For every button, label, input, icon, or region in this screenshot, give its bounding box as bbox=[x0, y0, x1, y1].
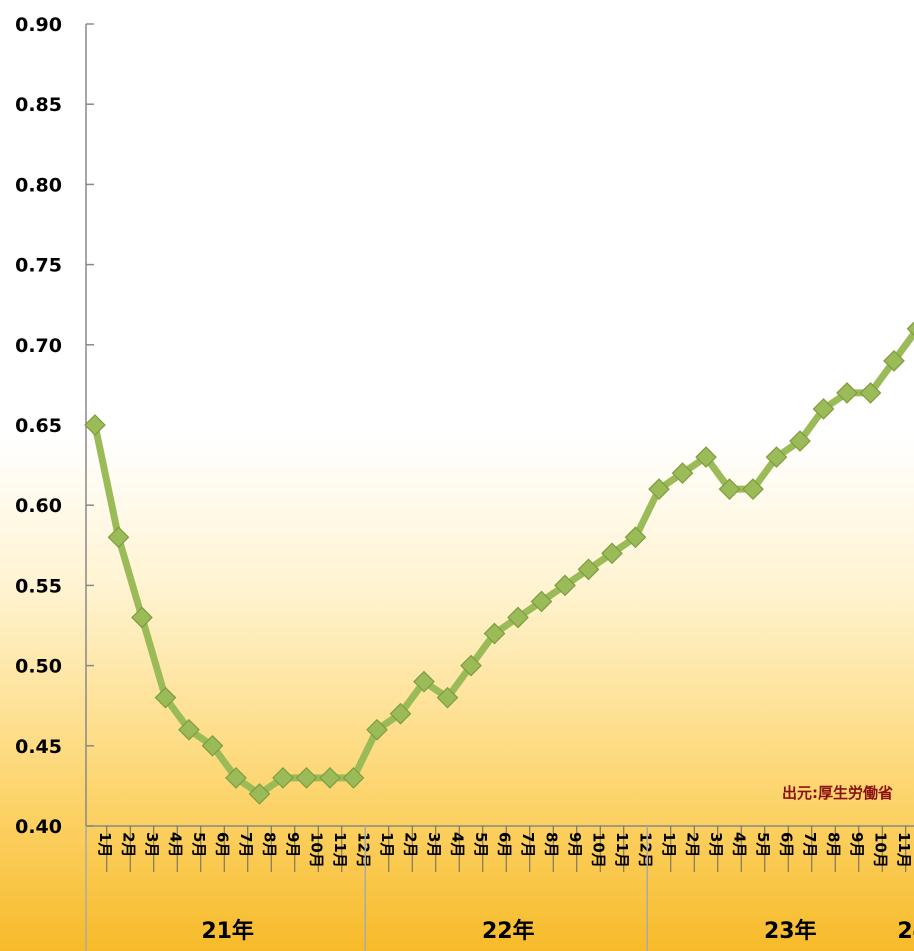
x-month-label: 2月 bbox=[120, 832, 138, 857]
data-point-marker bbox=[812, 398, 835, 420]
x-year-label: 21年 bbox=[201, 918, 254, 944]
data-point-marker bbox=[554, 574, 576, 597]
y-tick-label: 0.45 bbox=[15, 736, 62, 758]
x-axis: 1月 2月 3月 4月 5月 6月 7月 8月 9月 10月 11月 12月 1月 2月 3月 4月 5月 6月 7… bbox=[85, 825, 914, 951]
data-point-marker bbox=[601, 542, 623, 565]
data-point-marker bbox=[765, 446, 788, 468]
x-month-label: 5月 bbox=[754, 832, 772, 857]
data-point-marker bbox=[883, 349, 905, 372]
x-month-label: 11月 bbox=[613, 832, 631, 868]
x-month-label: 12月 bbox=[637, 832, 655, 868]
x-month-label: 6月 bbox=[496, 832, 514, 857]
x-month-label: 2月 bbox=[402, 832, 420, 857]
x-month-label: 11月 bbox=[331, 832, 349, 868]
data-point-marker bbox=[906, 321, 914, 337]
data-point-marker bbox=[671, 462, 694, 484]
x-month-label: 8月 bbox=[543, 832, 561, 857]
data-point-marker bbox=[460, 654, 482, 677]
x-month-label: 1月 bbox=[378, 832, 396, 857]
x-month-label: 3月 bbox=[425, 832, 443, 857]
x-month-label: 9月 bbox=[566, 832, 584, 857]
data-point-marker bbox=[84, 414, 106, 436]
y-tick-label: 0.80 bbox=[15, 174, 62, 196]
x-month-label: 7月 bbox=[237, 832, 255, 857]
data-point-marker bbox=[366, 718, 388, 741]
x-month-label: 4月 bbox=[731, 832, 749, 857]
x-month-label: 11月 bbox=[895, 832, 913, 868]
data-point-marker bbox=[483, 622, 506, 645]
data-point-marker bbox=[695, 446, 717, 468]
data-point-marker bbox=[295, 767, 318, 789]
x-month-label: 8月 bbox=[825, 832, 843, 857]
data-point-marker bbox=[648, 478, 670, 501]
data-point-marker bbox=[789, 430, 811, 452]
data-point-marker bbox=[178, 718, 200, 741]
x-month-label: 7月 bbox=[519, 832, 537, 857]
data-point-marker bbox=[201, 734, 224, 757]
x-month-label: 12月 bbox=[355, 832, 373, 868]
y-tick-label: 0.50 bbox=[15, 656, 62, 678]
data-point-marker bbox=[836, 382, 858, 404]
data-point-marker bbox=[436, 686, 459, 709]
y-axis: 0.90 0.85 0.80 0.75 0.70 0.65 0.60 0.55 0.50 0.45… bbox=[15, 14, 94, 838]
series-path bbox=[91, 327, 914, 798]
data-point-marker bbox=[107, 526, 130, 549]
data-point-marker bbox=[319, 767, 341, 789]
source-note: 出元:厚生労働省 bbox=[782, 784, 893, 802]
x-month-label: 6月 bbox=[214, 832, 232, 857]
data-point-marker bbox=[742, 478, 764, 501]
y-tick-label: 0.85 bbox=[15, 94, 62, 116]
data-point-marker bbox=[413, 670, 435, 693]
y-tick-label: 0.90 bbox=[15, 14, 62, 36]
data-point-marker bbox=[225, 767, 247, 789]
data-point-marker bbox=[624, 526, 647, 549]
data-point-marker bbox=[342, 767, 365, 789]
data-point-marker bbox=[154, 686, 177, 709]
y-tick-label: 0.75 bbox=[15, 255, 62, 277]
series-line bbox=[84, 321, 914, 805]
x-month-label: 6月 bbox=[778, 832, 796, 857]
x-month-label: 2月 bbox=[684, 832, 702, 857]
y-tick-label: 0.40 bbox=[15, 816, 62, 838]
x-month-label: 9月 bbox=[284, 832, 302, 857]
x-month-label: 4月 bbox=[449, 832, 467, 857]
y-tick-label: 0.60 bbox=[15, 495, 62, 517]
y-tick-label: 0.65 bbox=[15, 415, 62, 437]
x-month-label: 3月 bbox=[143, 832, 161, 857]
data-point-marker bbox=[859, 382, 882, 404]
data-point-marker bbox=[577, 558, 600, 581]
x-month-label: 10月 bbox=[308, 832, 326, 868]
data-point-marker bbox=[530, 590, 553, 613]
x-year-label: 22年 bbox=[482, 918, 535, 944]
x-month-label: 5月 bbox=[190, 832, 208, 857]
x-month-label: 8月 bbox=[261, 832, 279, 857]
data-point-marker bbox=[131, 606, 153, 629]
x-month-label: 1月 bbox=[96, 832, 114, 857]
x-month-label: 4月 bbox=[167, 832, 185, 857]
data-point-marker bbox=[272, 767, 294, 789]
x-month-label: 1月 bbox=[660, 832, 678, 857]
data-point-marker bbox=[718, 478, 741, 501]
x-month-label: 10月 bbox=[872, 832, 890, 868]
x-year-label: 24年 bbox=[897, 918, 914, 944]
x-month-label: 10月 bbox=[590, 832, 608, 868]
data-point-marker bbox=[507, 606, 529, 629]
x-month-label: 3月 bbox=[707, 832, 725, 857]
x-month-label: 7月 bbox=[801, 832, 819, 857]
x-month-label: 9月 bbox=[848, 832, 866, 857]
data-point-marker bbox=[248, 783, 271, 805]
x-month-label: 5月 bbox=[472, 832, 490, 857]
x-year-label: 23年 bbox=[764, 918, 817, 944]
y-tick-label: 0.55 bbox=[15, 575, 62, 597]
y-tick-label: 0.70 bbox=[15, 335, 62, 357]
data-point-marker bbox=[389, 702, 412, 725]
